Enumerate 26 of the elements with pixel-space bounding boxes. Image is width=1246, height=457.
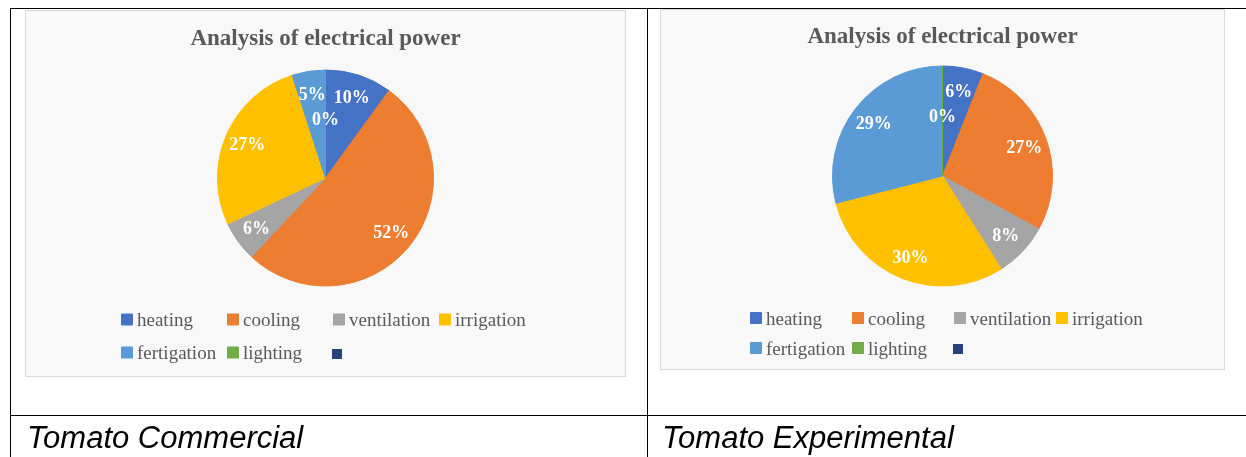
legend-label: irrigation: [1072, 307, 1144, 329]
text: Tomato Commercial: [27, 420, 305, 455]
chart-title: Analysis of electrical power: [807, 23, 1078, 48]
data-label: 27%: [1006, 136, 1043, 157]
data-label: 5%: [298, 83, 326, 104]
data-label: 52%: [373, 222, 410, 243]
data-label: 6%: [242, 218, 270, 239]
data-label: 10%: [333, 86, 370, 107]
data-label: 27%: [229, 134, 266, 155]
legend-label: cooling: [243, 309, 301, 330]
legend-label: ventilation: [970, 307, 1052, 329]
legend-label: ventilation: [349, 309, 431, 330]
data-label: 8%: [992, 225, 1020, 246]
chart-title: Analysis of electrical power: [190, 25, 461, 50]
legend-label: irrigation: [455, 309, 527, 330]
legend-label: fertigation: [137, 342, 217, 363]
data-label: 29%: [855, 112, 892, 133]
legend-label: lighting: [243, 342, 303, 363]
data-label: 30%: [892, 246, 929, 267]
legend-label: heating: [766, 307, 823, 329]
legend-label: cooling: [868, 307, 926, 329]
legend-label: fertigation: [766, 337, 846, 359]
legend-label: lighting: [868, 337, 928, 359]
data-label: 6%: [945, 80, 973, 101]
legend-label: heating: [137, 309, 194, 330]
text: Tomato Experimental: [662, 420, 956, 455]
